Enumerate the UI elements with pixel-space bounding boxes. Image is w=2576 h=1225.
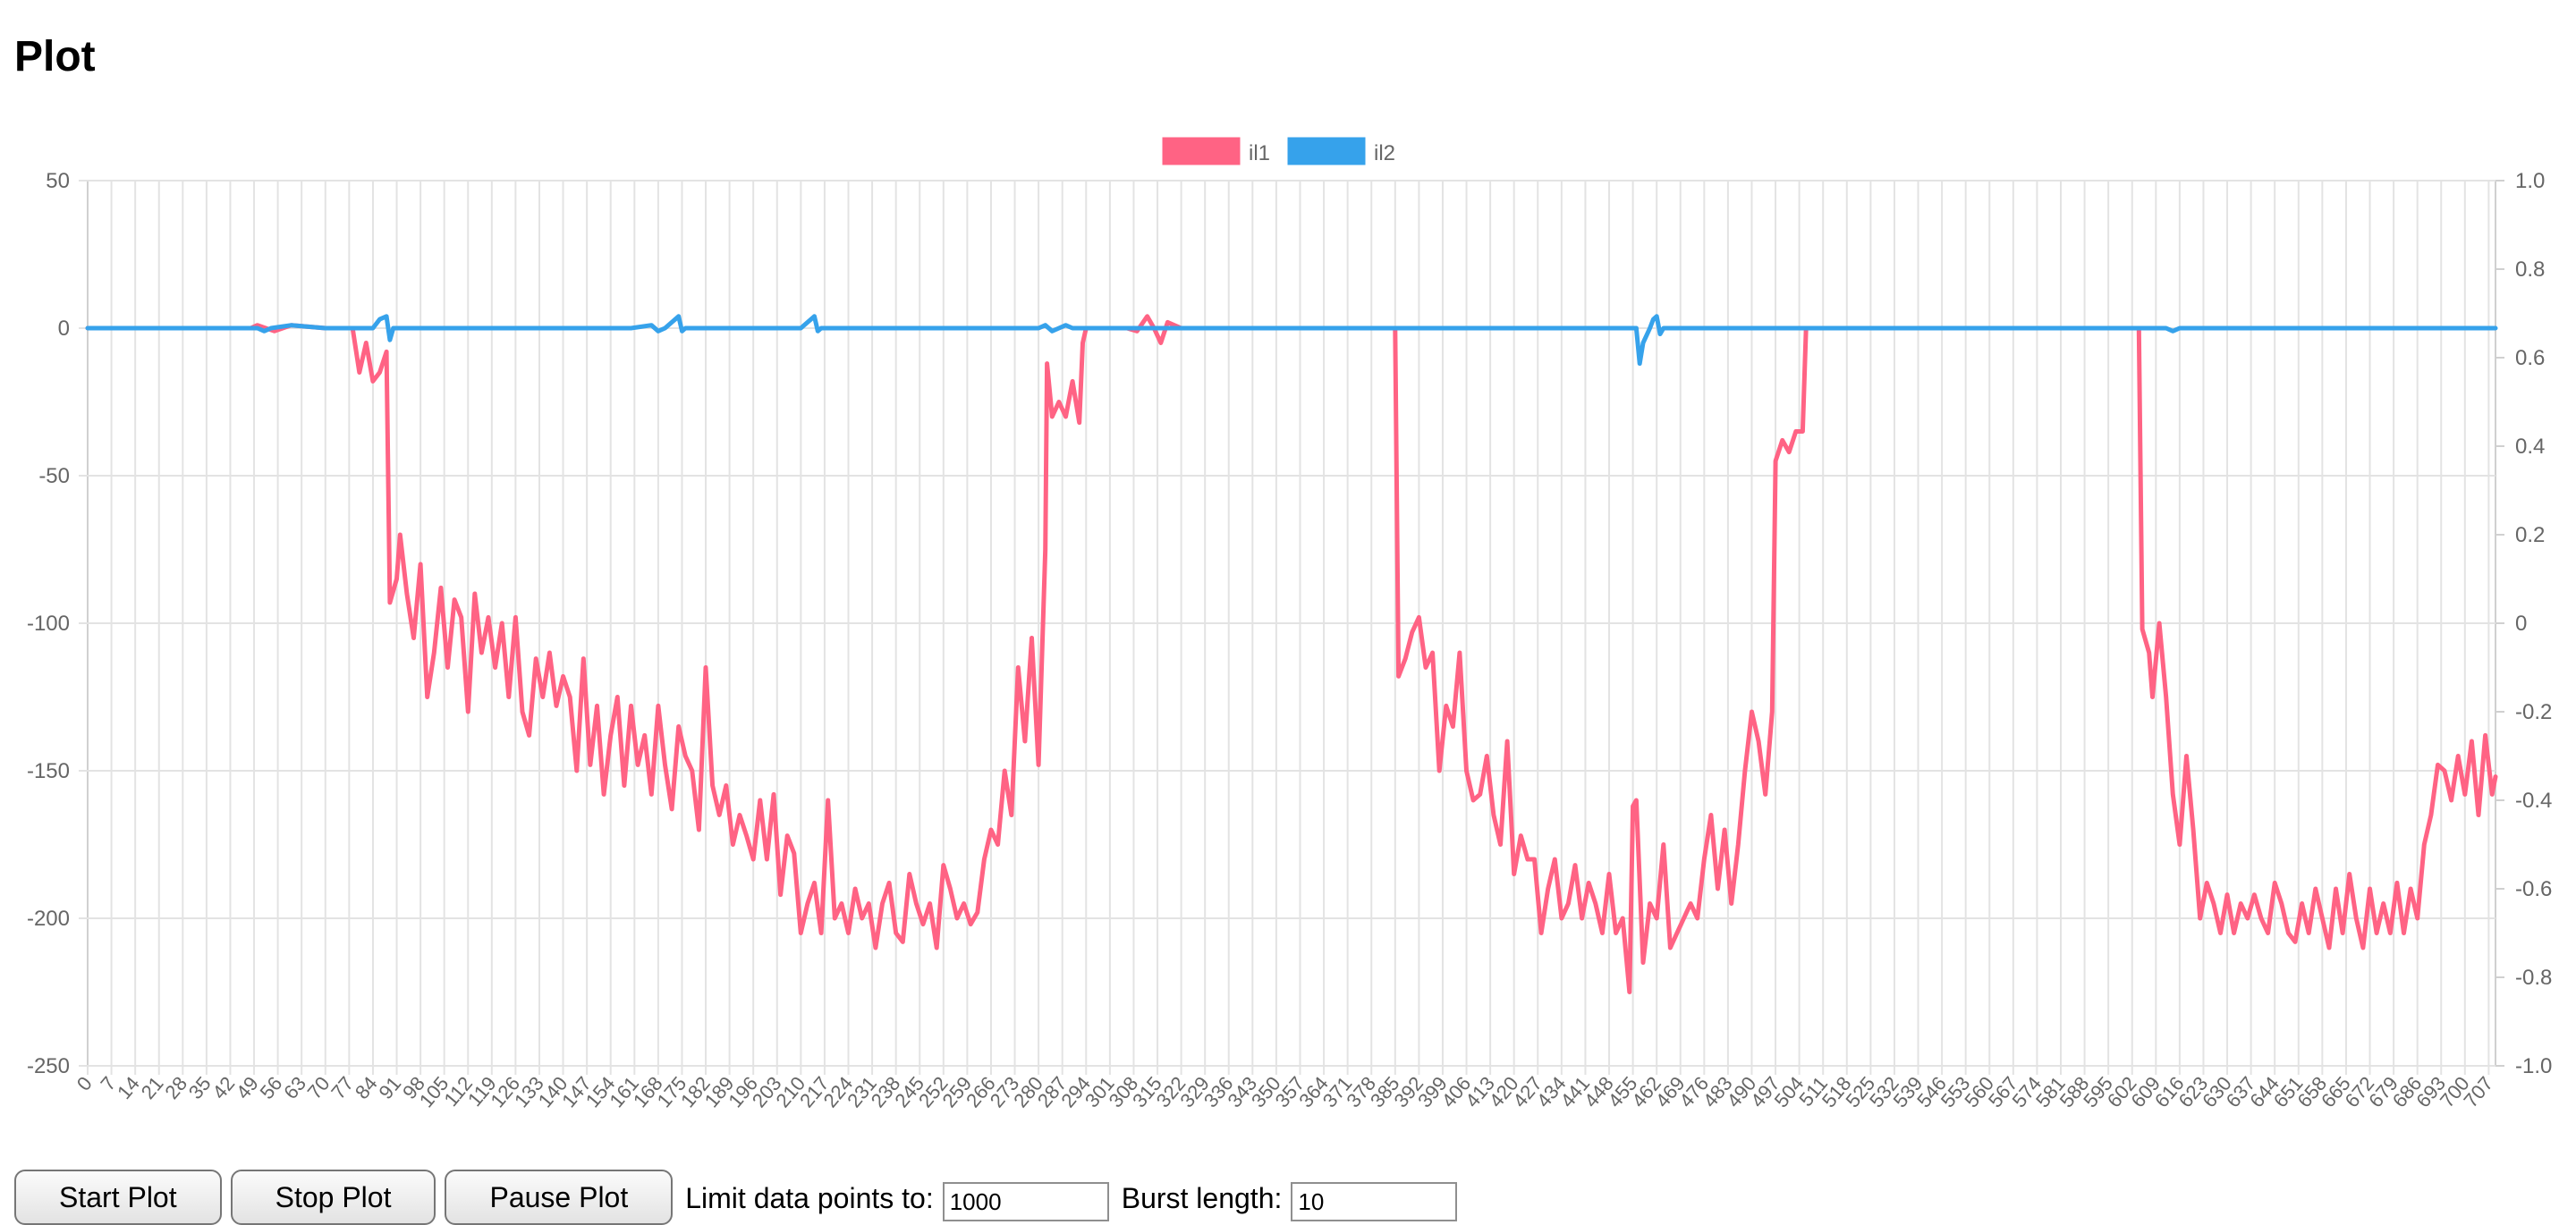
y-right-tick-label: -0.2 (2515, 700, 2552, 724)
line-chart: il1 il2 50 0 -50 -100 -150 -200 -250 1.0 0.8 0.6 0… (27, 137, 2552, 1111)
y-right-tick-label: 0.4 (2515, 435, 2545, 459)
pause-plot-button[interactable]: Pause Plot (445, 1170, 674, 1225)
x-tick-label: 707 (2459, 1072, 2497, 1111)
y-axis-left: 50 0 -50 -100 -150 -200 -250 (27, 169, 70, 1078)
start-plot-button[interactable]: Start Plot (14, 1170, 222, 1225)
y-left-tick-label: -200 (27, 907, 70, 931)
y-right-tick-label: 1.0 (2515, 169, 2545, 193)
x-axis: 0 714212835424956637077849198105112119126… (72, 1072, 2497, 1111)
series-line-il1 (85, 314, 2498, 994)
series-layer (85, 314, 2498, 994)
y-right-tick-label: -0.6 (2515, 877, 2552, 901)
limit-points-input[interactable] (942, 1182, 1109, 1221)
y-right-tick-label: 0.2 (2515, 523, 2545, 547)
legend-label-il2: il2 (1374, 141, 1395, 165)
y-left-tick-label: -50 (38, 464, 70, 488)
y-left-tick-label: -150 (27, 759, 70, 783)
y-right-tick-label: -0.4 (2515, 789, 2552, 813)
y-left-tick-label: -100 (27, 612, 70, 636)
y-left-tick-label: 50 (46, 169, 70, 193)
legend-swatch-il1 (1162, 137, 1241, 165)
y-right-tick-label: 0.6 (2515, 346, 2545, 370)
stop-plot-button[interactable]: Stop Plot (230, 1170, 436, 1225)
burst-length-label: Burst length: (1121, 1182, 1283, 1214)
series-line-il2 (85, 314, 2498, 367)
legend-swatch-il2 (1287, 137, 1366, 165)
y-right-tick-label: -0.8 (2515, 966, 2552, 990)
y-axis-right: 1.0 0.8 0.6 0.4 0.2 0 -0.2 -0.4 -0.6 -0.8 -1.0 (2515, 169, 2552, 1078)
x-tick-label: 0 (72, 1072, 97, 1094)
burst-length-input[interactable] (1291, 1182, 1458, 1221)
plot-controls: Start Plot Stop Plot Pause Plot Limit da… (14, 1170, 1458, 1225)
chart-legend[interactable]: il1 il2 (1162, 137, 1395, 165)
y-left-tick-label: -250 (27, 1054, 70, 1078)
y-right-tick-label: -1.0 (2515, 1054, 2552, 1078)
limit-label: Limit data points to: (685, 1182, 934, 1214)
page-title: Plot (14, 33, 96, 80)
legend-label-il1: il1 (1249, 141, 1270, 165)
y-right-tick-label: 0.8 (2515, 258, 2545, 282)
y-right-tick-label: 0 (2515, 612, 2527, 636)
y-left-tick-label: 0 (58, 317, 70, 341)
